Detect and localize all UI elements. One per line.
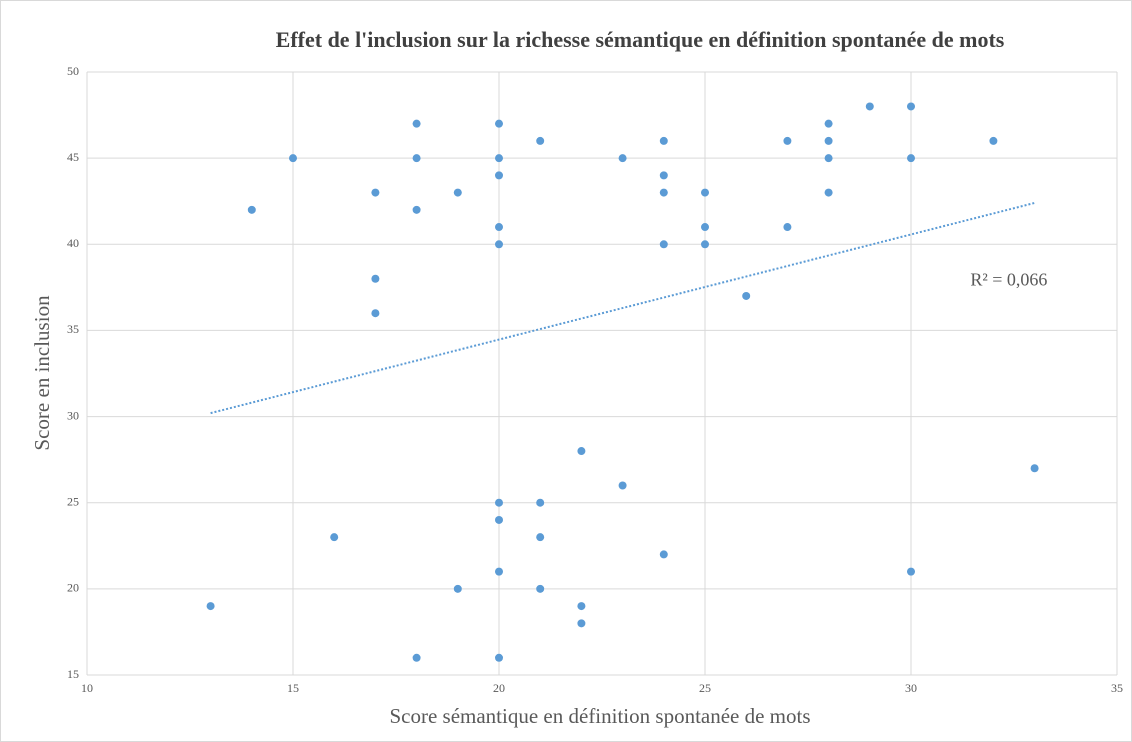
y-tick-label: 40 (67, 236, 79, 250)
x-tick-label: 20 (493, 681, 505, 695)
point (701, 223, 709, 232)
point (371, 309, 380, 318)
x-tick-label: 35 (1111, 681, 1123, 695)
y-tick-label: 15 (67, 667, 79, 681)
point (289, 154, 297, 163)
x-tick-label: 30 (905, 681, 917, 695)
point (865, 102, 874, 111)
point (907, 102, 915, 111)
y-tick-label: 20 (67, 581, 79, 595)
annotation: R² = 0,066 (970, 269, 1047, 289)
point (659, 240, 668, 249)
point (907, 567, 915, 576)
point (701, 188, 709, 197)
x-tick-label: 25 (699, 681, 711, 695)
y-tick-label: 25 (67, 494, 79, 508)
point (536, 498, 545, 507)
point (824, 188, 833, 197)
point (824, 119, 833, 128)
point (536, 136, 545, 145)
point (412, 154, 421, 163)
point (907, 154, 915, 163)
point (412, 119, 421, 128)
point (495, 567, 503, 576)
x-tick-label: 10 (81, 681, 93, 695)
point (618, 481, 627, 490)
point (618, 154, 627, 163)
chart-title: Effet de l'inclusion sur la richesse sém… (276, 27, 1005, 52)
point (330, 533, 339, 542)
point (989, 136, 998, 145)
point (824, 154, 833, 163)
x-axis-label: Score sémantique en définition spontanée… (389, 704, 810, 728)
y-tick-label: 30 (67, 408, 79, 422)
point (495, 119, 503, 128)
point (495, 653, 503, 662)
point (206, 602, 215, 611)
point (783, 136, 792, 145)
point (824, 136, 833, 145)
point (495, 240, 503, 249)
point (536, 533, 545, 542)
trendline (210, 201, 1035, 415)
point (412, 205, 421, 214)
point (701, 240, 709, 249)
y-tick-label: 35 (67, 322, 79, 336)
point (1030, 464, 1039, 473)
point (371, 188, 380, 197)
point (659, 550, 668, 559)
point (659, 188, 668, 197)
y-tick-label: 50 (67, 64, 79, 78)
point (495, 223, 503, 232)
y-axis-label: Score en inclusion (30, 295, 54, 451)
point (495, 515, 503, 524)
point (495, 154, 503, 163)
point (453, 584, 462, 593)
point (577, 447, 586, 456)
point (577, 619, 586, 628)
point (453, 188, 462, 197)
point (247, 205, 256, 214)
point (577, 602, 586, 611)
point (783, 223, 792, 232)
point (659, 136, 668, 145)
point (495, 171, 503, 180)
point (371, 274, 380, 283)
point (536, 584, 545, 593)
point (659, 171, 668, 180)
point (412, 653, 421, 662)
x-tick-label: 15 (287, 681, 299, 695)
point (742, 291, 751, 300)
y-tick-label: 45 (67, 150, 79, 164)
point (495, 498, 503, 507)
